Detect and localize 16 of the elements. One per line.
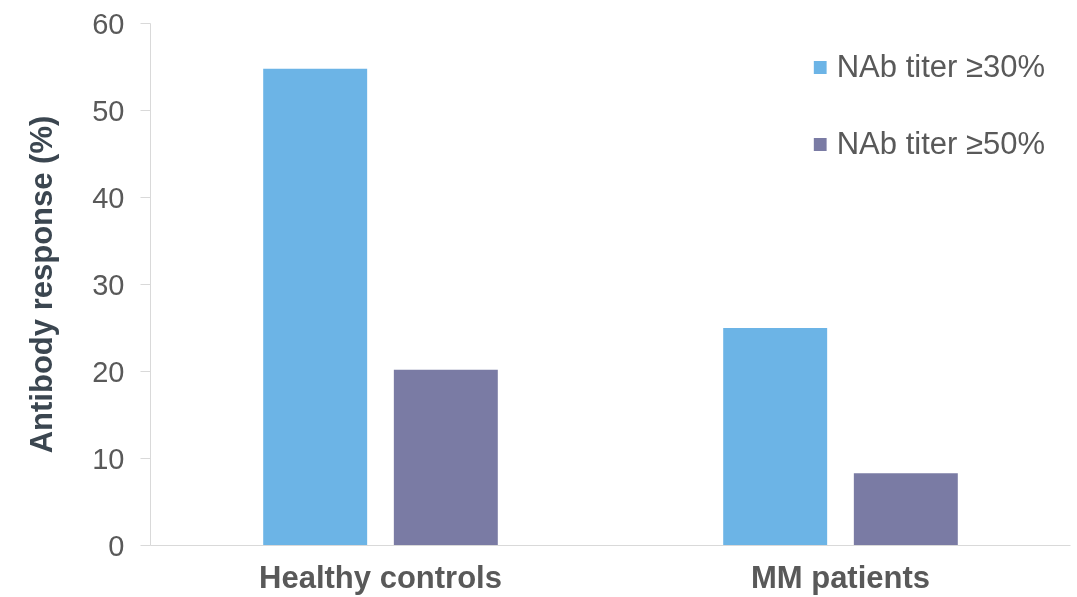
bar bbox=[393, 369, 498, 546]
x-tick-label: MM patients bbox=[750, 559, 931, 595]
x-tick-label: Healthy controls bbox=[259, 559, 502, 595]
y-tick-label: 30 bbox=[92, 268, 125, 301]
y-tick-label: 20 bbox=[92, 355, 125, 388]
legend-label: NAb titer ≥30% bbox=[836, 48, 1045, 85]
legend-label: NAb titer ≥50% bbox=[836, 125, 1045, 162]
y-tick-label: 60 bbox=[92, 7, 125, 40]
y-tick-label: 10 bbox=[92, 442, 125, 475]
bar bbox=[723, 328, 828, 546]
y-tick-label: 40 bbox=[92, 181, 125, 214]
y-axis-title: Antibody response (%) bbox=[24, 115, 60, 454]
bar bbox=[263, 68, 368, 546]
y-tick-label: 50 bbox=[92, 94, 125, 127]
y-tick-label: 0 bbox=[108, 529, 125, 562]
bar bbox=[853, 473, 958, 546]
